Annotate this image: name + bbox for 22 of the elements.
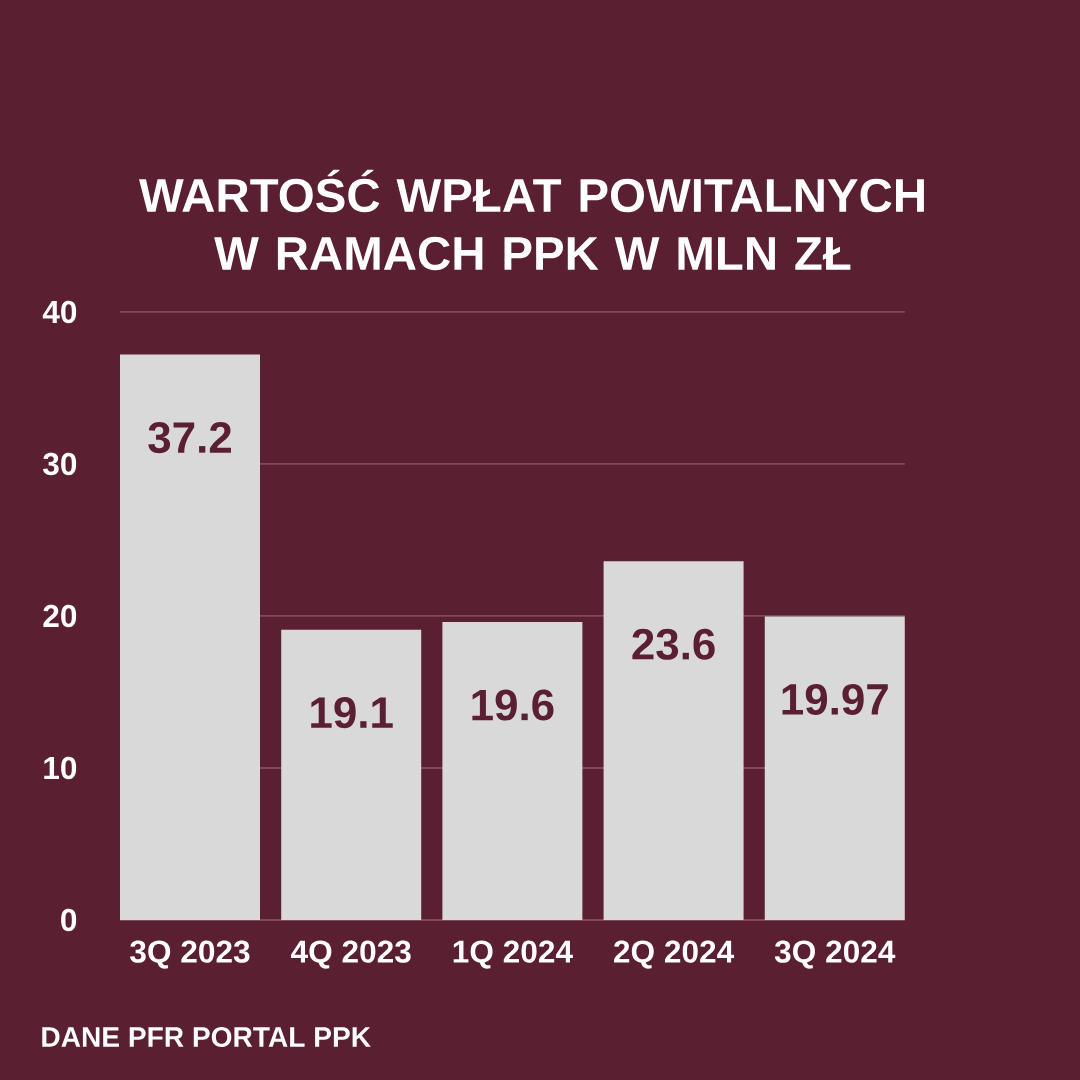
y-tick-label: 0 — [61, 908, 77, 932]
data-label: 23.6 — [632, 628, 715, 660]
bar — [603, 561, 744, 920]
y-tick-label: 20 — [43, 604, 77, 628]
data-label: 19.6 — [472, 689, 554, 721]
bar — [281, 629, 422, 920]
data-label: 19.1 — [311, 697, 393, 729]
data-label: 19.97 — [782, 683, 888, 715]
bar — [764, 616, 905, 920]
x-tick-label: 1Q 2024 — [453, 940, 573, 969]
x-tick-label: 3Q 2024 — [774, 940, 896, 969]
data-label: 37.2 — [148, 422, 231, 454]
bar — [120, 354, 261, 920]
y-tick-label: 30 — [43, 452, 77, 476]
x-tick-label: 2Q 2024 — [614, 940, 735, 969]
y-tick-label: 40 — [42, 300, 77, 324]
chart-title: WARTOŚĆ WPŁAT POWITALNYCH W RAMACH PPK W MLN ZŁ — [139, 169, 924, 271]
text: DANE PFR PORTAL PPK — [42, 1027, 371, 1047]
x-tick-label: 3Q 2023 — [130, 940, 250, 969]
x-tick-label: 4Q 2023 — [291, 940, 411, 969]
y-tick-label: 10 — [44, 756, 77, 780]
bar — [442, 622, 583, 920]
